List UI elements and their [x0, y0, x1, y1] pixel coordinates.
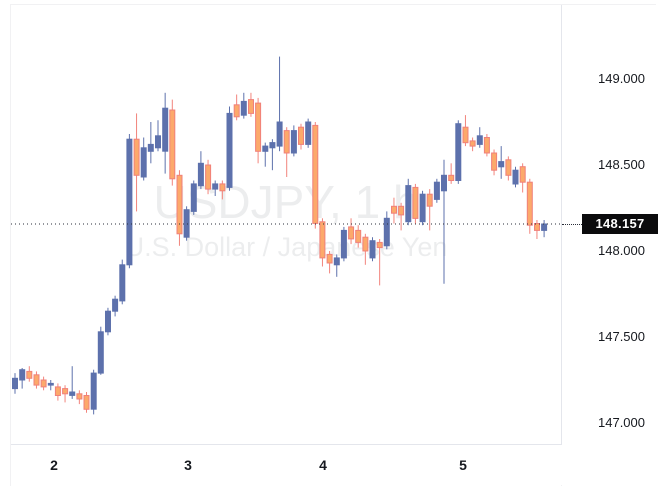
candle	[183, 206, 190, 241]
price-axis-label: 147.500	[598, 329, 645, 344]
candle	[147, 122, 154, 164]
candle	[248, 92, 254, 117]
candle	[26, 366, 33, 382]
candle	[326, 251, 333, 274]
candle	[391, 197, 397, 224]
candle	[312, 122, 319, 229]
candle	[319, 218, 326, 267]
candle	[112, 295, 119, 317]
candle	[69, 366, 76, 399]
candle	[226, 106, 233, 191]
candle	[433, 178, 440, 203]
candle	[276, 56, 283, 152]
candle	[441, 159, 447, 284]
candle	[19, 368, 26, 389]
candle	[383, 211, 390, 250]
candle	[483, 134, 490, 157]
candle	[498, 146, 505, 179]
time-axis[interactable]: 2 3 4 5	[11, 445, 561, 486]
candle	[162, 92, 169, 174]
candle	[369, 237, 376, 262]
candle	[190, 180, 197, 215]
candle	[76, 390, 83, 405]
candle	[105, 307, 111, 336]
chart-frame: USDJPY, 1 h U.S. Dollar / Japanese Yen 1…	[10, 4, 658, 487]
price-axis-label: 148.000	[598, 243, 645, 258]
candle	[62, 385, 69, 403]
candle	[455, 120, 462, 184]
candle	[47, 380, 54, 391]
candle	[255, 97, 262, 164]
candle	[169, 99, 176, 186]
candle	[462, 115, 469, 147]
candle	[90, 369, 97, 415]
candle	[476, 127, 483, 148]
candle	[469, 137, 476, 152]
candle	[340, 226, 347, 262]
current-price-line-stub	[562, 223, 584, 225]
candle	[155, 120, 161, 152]
candle	[197, 151, 204, 190]
chart-canvas[interactable]: USDJPY, 1 h U.S. Dollar / Japanese Yen	[11, 5, 562, 445]
candle	[419, 190, 426, 226]
price-axis[interactable]: 148.157 149.000 148.500 148.000 147.500 147.…	[562, 5, 658, 487]
candle	[40, 376, 47, 391]
candle	[348, 218, 355, 245]
time-axis-label: 4	[319, 457, 327, 473]
candle	[534, 220, 540, 239]
candle	[512, 166, 519, 188]
candles-svg	[11, 56, 561, 415]
candle	[133, 113, 140, 212]
time-axis-label: 2	[50, 457, 58, 473]
time-axis-label: 5	[459, 457, 467, 473]
candle	[355, 225, 362, 248]
candle	[219, 180, 226, 200]
candle	[33, 371, 40, 389]
candle	[376, 239, 383, 286]
candle	[333, 254, 340, 277]
candle	[362, 233, 369, 265]
candle	[12, 373, 18, 394]
candle	[283, 127, 290, 177]
candle	[140, 137, 147, 181]
candle	[405, 178, 412, 226]
candle	[448, 163, 455, 184]
candle	[541, 220, 548, 238]
current-price-badge: 148.157	[582, 213, 658, 234]
candle	[398, 202, 405, 231]
candle	[519, 163, 526, 193]
candle	[119, 259, 126, 305]
candle	[505, 156, 512, 181]
candle	[298, 123, 304, 150]
time-axis-label: 3	[184, 457, 192, 473]
candle	[176, 170, 183, 246]
candle	[97, 326, 104, 375]
candle	[54, 383, 61, 401]
candle	[262, 142, 269, 167]
candle	[83, 392, 90, 413]
candle	[426, 189, 433, 231]
candle	[305, 118, 312, 148]
price-axis-label: 148.500	[598, 157, 645, 172]
candle	[240, 92, 247, 119]
candle	[526, 178, 533, 234]
candle	[290, 125, 297, 157]
candle	[233, 94, 240, 121]
candle	[269, 139, 276, 171]
price-axis-label: 149.000	[598, 71, 645, 86]
price-axis-label: 147.000	[598, 415, 645, 430]
candle	[491, 149, 498, 176]
candle	[212, 180, 219, 196]
candle	[126, 134, 133, 269]
candle	[412, 183, 419, 224]
candle	[205, 159, 212, 195]
